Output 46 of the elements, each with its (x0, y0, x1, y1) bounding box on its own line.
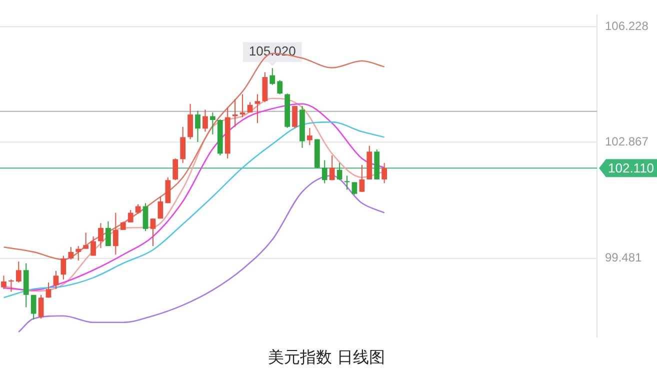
candlestick (128, 210, 134, 223)
ref-line-label: 102.110 (608, 160, 654, 176)
candlestick (277, 80, 283, 95)
candlestick (322, 160, 328, 184)
candlestick (135, 204, 141, 214)
candlestick (382, 162, 388, 184)
candlestick (30, 294, 36, 320)
candlestick (352, 182, 358, 196)
candlestick (307, 127, 312, 146)
candlestick (142, 202, 148, 232)
candlestick (344, 175, 350, 190)
candlestick (112, 212, 118, 256)
candlestick (292, 105, 298, 128)
candlestick (1, 275, 6, 290)
candlestick (158, 196, 164, 220)
candlestick (16, 261, 22, 284)
candlestick (83, 232, 89, 250)
candlestick (150, 218, 156, 247)
candlestick (76, 246, 82, 262)
candlestick (90, 236, 96, 256)
candlestick (68, 246, 74, 260)
candlestick (188, 103, 193, 140)
candlestick (329, 154, 335, 181)
candlestick (254, 94, 260, 124)
candlestick (98, 222, 104, 249)
candlestick (336, 162, 342, 181)
candlestick (202, 109, 208, 132)
candlestick (106, 220, 111, 247)
candlestick (38, 294, 44, 320)
candlestick (180, 126, 186, 164)
y-tick-label: 99.481 (605, 250, 642, 265)
y-tick-label: 106.228 (605, 18, 649, 33)
candlestick (165, 176, 171, 204)
candlestick (60, 255, 66, 280)
candlestick (46, 282, 52, 298)
candlestick (172, 158, 178, 181)
candlestick (240, 94, 246, 118)
candlestick (359, 164, 365, 192)
candlestick (210, 112, 216, 135)
y-tick-label: 102.867 (605, 134, 649, 148)
candlestick (8, 278, 14, 292)
candlestick (270, 68, 276, 86)
candlestick (195, 110, 200, 142)
text: 美元指数 日线图 (268, 348, 386, 367)
candlestick (247, 102, 253, 113)
candlestick (53, 270, 59, 290)
